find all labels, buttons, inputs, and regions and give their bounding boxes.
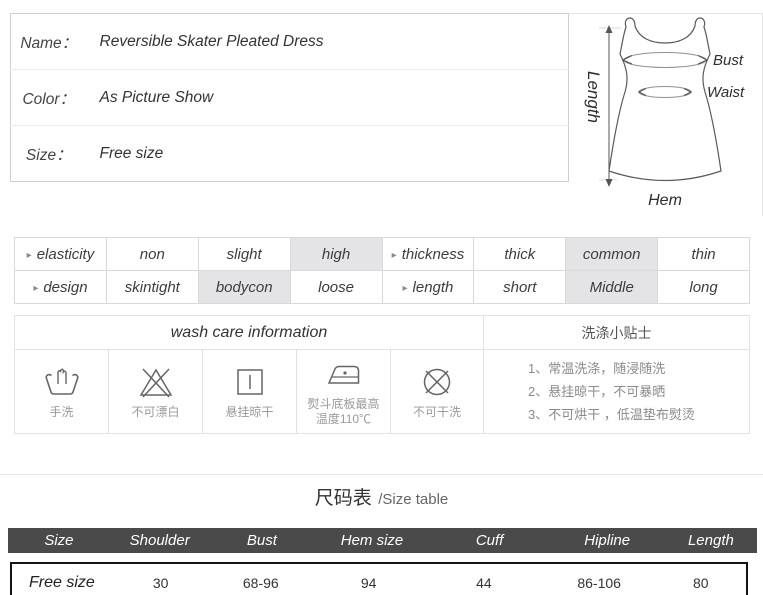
size-table-title-en: /Size table — [378, 491, 449, 508]
attr-option-selected: bodycon — [197, 270, 291, 304]
attr-thickness: ▸ thickness — [381, 237, 475, 271]
wash-item-label: 不可干洗 — [413, 404, 462, 419]
hand-wash-icon — [44, 368, 79, 395]
column-header: Cuff — [475, 532, 504, 549]
name-label: Name： — [10, 13, 87, 70]
attr-option: thick — [473, 237, 567, 271]
table-row: ▸ elasticity non slight high ▸ thickness t… — [14, 237, 750, 271]
attr-option: short — [473, 270, 567, 304]
table-row: wash care information 洗涤小贴士 — [13, 315, 750, 350]
size-cell: 44 — [476, 575, 492, 591]
wash-tip-line: 2、悬挂晾干，不可暴晒 — [528, 384, 666, 399]
size-cell: Free size — [29, 574, 95, 591]
triangle-marker-icon: ▸ — [33, 282, 39, 294]
table-row: ▸ design skintight bodycon loose ▸ length … — [14, 270, 750, 304]
size-table-title-cn: 尺码表 — [314, 488, 372, 509]
wash-tip-line: 1、常温洗涤，随浸随洗 — [528, 361, 666, 376]
size-table-row: Free size 30 68-96 94 44 86-106 80 — [10, 562, 748, 595]
wash-item: 悬挂晾干 — [202, 349, 297, 434]
column-header: Size — [44, 532, 74, 549]
wash-item: 不可干洗 — [389, 349, 485, 434]
attr-name-label: elasticity — [36, 245, 95, 263]
wash-tip-line: 3、不可烘干 ，低温垫布熨烫 — [528, 407, 695, 422]
wash-item-label: 不可漂白 — [131, 404, 180, 419]
table-row: Color： As Picture Show — [10, 69, 569, 126]
size-table-header: Size Shoulder Bust Hem size Cuff Hipline… — [8, 528, 757, 553]
color-value: As Picture Show — [86, 69, 569, 126]
column-header: Hem size — [340, 532, 404, 549]
wash-care-title: wash care information — [13, 315, 485, 350]
hem-measure-label: Hem — [648, 192, 682, 209]
no-dry-clean-icon — [423, 368, 451, 395]
hang-dry-icon — [236, 368, 263, 395]
wash-care-table: wash care information 洗涤小贴士 手洗 不可漂白 — [13, 315, 750, 434]
attr-option: thin — [657, 237, 750, 271]
triangle-marker-icon: ▸ — [391, 249, 397, 261]
column-header: Hipline — [584, 532, 631, 549]
table-row: 手洗 不可漂白 悬挂晾干 — [14, 349, 750, 434]
waist-measure-label: Waist — [707, 84, 745, 101]
attr-option: loose — [289, 270, 383, 304]
table-row: Name： Reversible Skater Pleated Dress — [10, 13, 569, 70]
attr-option: skintight — [105, 270, 199, 304]
triangle-marker-icon: ▸ — [26, 249, 32, 261]
attr-option-selected: common — [565, 237, 659, 271]
name-value: Reversible Skater Pleated Dress — [86, 13, 569, 70]
attr-option: non — [105, 237, 199, 271]
column-header: Length — [687, 532, 734, 549]
dress-measurement-diagram: Length Bust Waist Hem — [569, 13, 763, 216]
size-cell: 94 — [360, 575, 377, 591]
attr-design: ▸ design — [14, 270, 107, 304]
attr-option-selected: Middle — [565, 270, 659, 304]
attr-option: slight — [197, 237, 291, 271]
size-cell: 30 — [152, 575, 169, 591]
column-header: Bust — [246, 532, 277, 549]
top-section: Name： Reversible Skater Pleated Dress Co… — [0, 0, 763, 216]
iron-110c-icon — [327, 365, 359, 384]
attr-name-label: length — [412, 278, 454, 296]
attr-option-selected: high — [289, 237, 383, 271]
bust-measure-label: Bust — [713, 52, 744, 69]
table-row: Size： Free size — [10, 125, 569, 182]
wash-item-label: 手洗 — [49, 404, 74, 419]
column-header: Shoulder — [129, 532, 190, 549]
size-cell: 68-96 — [242, 575, 279, 591]
size-table-title: 尺码表 /Size table — [0, 474, 763, 510]
attributes-table: ▸ elasticity non slight high ▸ thickness t… — [14, 237, 750, 304]
color-label: Color： — [10, 69, 87, 126]
attr-name-label: design — [43, 278, 88, 296]
wash-item-label: 熨斗底板最高温度110℃ — [307, 397, 380, 426]
no-bleach-icon — [139, 367, 172, 398]
attr-elasticity: ▸ elasticity — [14, 237, 107, 271]
wash-item: 不可漂白 — [108, 349, 203, 434]
product-info-table: Name： Reversible Skater Pleated Dress Co… — [10, 13, 569, 182]
wash-item: 手洗 — [14, 349, 109, 434]
wash-tips-title: 洗涤小贴士 — [483, 315, 750, 350]
size-value: Free size — [86, 125, 569, 182]
attr-name-label: thickness — [401, 245, 465, 263]
size-cell: 86-106 — [577, 575, 621, 591]
wash-item: 熨斗底板最高温度110℃ — [296, 349, 391, 434]
triangle-marker-icon: ▸ — [402, 282, 408, 294]
size-label: Size： — [10, 125, 87, 182]
wash-item-label: 悬挂晾干 — [225, 404, 274, 419]
size-cell: 80 — [693, 575, 709, 591]
wash-tips: 1、常温洗涤，随浸随洗 2、悬挂晾干，不可暴晒 3、不可烘干 ，低温垫布熨烫 — [483, 349, 750, 434]
length-measure-label: Length — [584, 71, 603, 123]
dress-diagram-icon: Length Bust Waist Hem — [584, 17, 745, 209]
attr-length: ▸ length — [381, 270, 475, 304]
attr-option: long — [657, 270, 750, 304]
